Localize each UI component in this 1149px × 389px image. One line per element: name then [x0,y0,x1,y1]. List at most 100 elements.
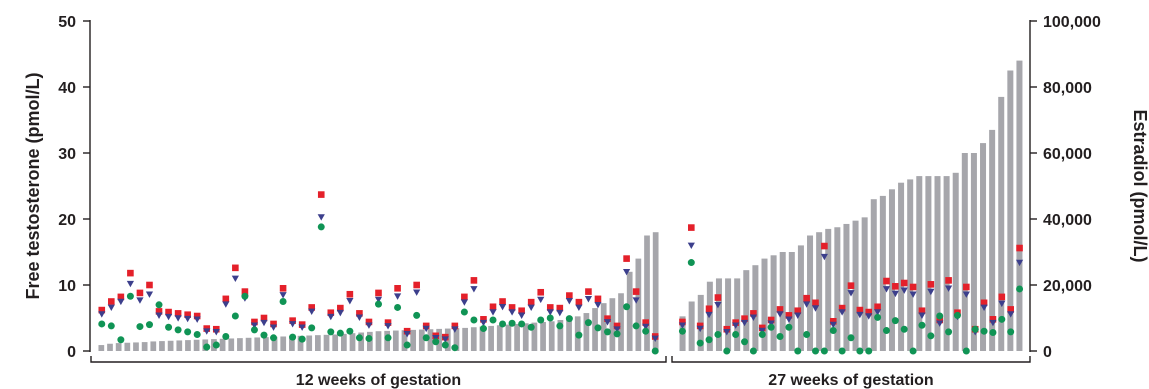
circle-marker-27w-29 [927,332,935,340]
triangle-marker-12w-32 [393,293,402,300]
triangle-marker-27w-24 [882,286,891,293]
circle-marker-27w-19 [838,347,846,355]
circle-marker-12w-53 [594,324,602,332]
circle-marker-12w-58 [642,327,650,335]
square-marker-12w-3 [117,293,125,301]
circle-marker-12w-10 [184,328,192,336]
circle-marker-12w-45 [518,320,526,328]
square-marker-27w-27 [909,283,917,291]
triangle-marker-12w-8 [164,313,173,321]
circle-marker-12w-34 [413,311,421,319]
triangle-marker-12w-52 [584,296,593,303]
circle-marker-27w-4 [705,336,713,344]
estradiol-bar-12w-10 [176,340,183,351]
circle-marker-27w-3 [696,339,704,347]
triangle-marker-27w-20 [847,290,855,297]
estradiol-bar-12w-31 [358,332,365,351]
estradiol-bar-27w-37 [1007,70,1014,351]
circle-marker-12w-56 [623,303,631,311]
estradiol-bar-27w-34 [980,143,987,351]
square-marker-12w-19 [270,320,277,328]
square-marker-12w-45 [518,307,525,315]
triangle-marker-12w-35 [422,325,430,333]
estradiol-bar-12w-64 [644,235,650,351]
triangle-marker-27w-2 [687,242,695,249]
estradiol-bar-12w-38 [418,329,425,351]
circle-marker-27w-27 [909,347,917,355]
circle-marker-27w-13 [785,323,793,331]
triangle-marker-27w-14 [794,312,802,319]
estradiol-bar-12w-7 [150,341,157,351]
circle-marker-12w-38 [451,344,459,352]
triangle-marker-12w-12 [203,328,211,335]
bracket-27w [671,356,1031,363]
triangle-marker-12w-21 [289,321,297,328]
circle-marker-27w-17 [820,347,828,355]
triangle-marker-12w-28 [355,314,364,321]
circle-marker-27w-24 [882,327,890,335]
estradiol-bar-12w-53 [548,321,555,351]
triangle-marker-12w-4 [126,280,134,288]
square-marker-12w-16 [241,288,249,295]
circle-marker-27w-33 [962,347,970,355]
estradiol-bar-27w-18 [834,227,841,351]
triangle-marker-12w-22 [298,324,306,331]
square-marker-27w-5 [714,294,722,301]
circle-marker-12w-51 [575,331,583,339]
square-marker-12w-52 [585,288,592,295]
circle-marker-27w-2 [687,259,695,267]
square-marker-12w-40 [470,277,478,284]
right-tick-label-60000: 60,000 [1043,146,1092,163]
circle-marker-12w-13 [212,341,220,349]
triangle-marker-12w-54 [603,319,612,326]
estradiol-bar-27w-27 [916,176,923,351]
square-marker-27w-16 [812,299,819,307]
estradiol-bar-27w-17 [825,228,832,351]
estradiol-bar-12w-35 [392,330,399,351]
triangle-marker-27w-19 [838,309,846,316]
circle-marker-12w-25 [327,328,335,336]
estradiol-bar-12w-57 [583,313,590,351]
estradiol-bar-12w-12 [193,339,200,351]
triangle-marker-12w-24 [317,214,325,221]
triangle-marker-27w-6 [723,329,731,336]
triangle-marker-12w-55 [613,326,621,333]
bracket-12w [90,356,667,363]
circle-marker-12w-31 [384,334,392,342]
triangle-marker-12w-23 [308,308,316,315]
estradiol-bar-12w-47 [496,325,503,351]
triangle-marker-12w-56 [623,269,631,276]
square-marker-27w-9 [750,310,757,317]
circle-marker-12w-20 [279,298,287,305]
triangle-marker-12w-31 [384,323,392,330]
estradiol-bar-27w-15 [807,235,814,351]
square-marker-12w-58 [642,319,649,326]
square-marker-27w-30 [936,316,944,324]
triangle-marker-27w-28 [918,312,926,319]
triangle-marker-12w-50 [565,298,573,305]
estradiol-bar-12w-5 [133,342,139,351]
square-marker-12w-57 [632,288,640,295]
group-label-12w: 12 weeks of gestation [296,372,461,389]
circle-marker-12w-5 [136,323,144,331]
triangle-marker-27w-10 [758,327,766,335]
square-marker-12w-29 [365,318,373,326]
triangle-marker-27w-36 [989,319,997,327]
circle-marker-27w-5 [714,331,722,338]
square-marker-27w-19 [838,304,846,312]
circle-marker-27w-6 [723,347,731,355]
circle-marker-27w-26 [900,325,908,333]
circle-marker-27w-15 [803,331,811,338]
circle-marker-12w-14 [222,332,230,340]
triangle-marker-27w-25 [891,290,899,298]
circle-marker-27w-21 [856,347,864,355]
estradiol-bar-27w-25 [898,182,905,351]
square-marker-27w-35 [980,299,988,307]
square-marker-27w-11 [767,316,775,324]
square-marker-12w-42 [489,303,497,311]
square-marker-12w-53 [594,295,602,303]
triangle-marker-12w-3 [117,298,125,306]
estradiol-bar-27w-16 [816,232,823,351]
square-marker-27w-8 [741,315,748,322]
